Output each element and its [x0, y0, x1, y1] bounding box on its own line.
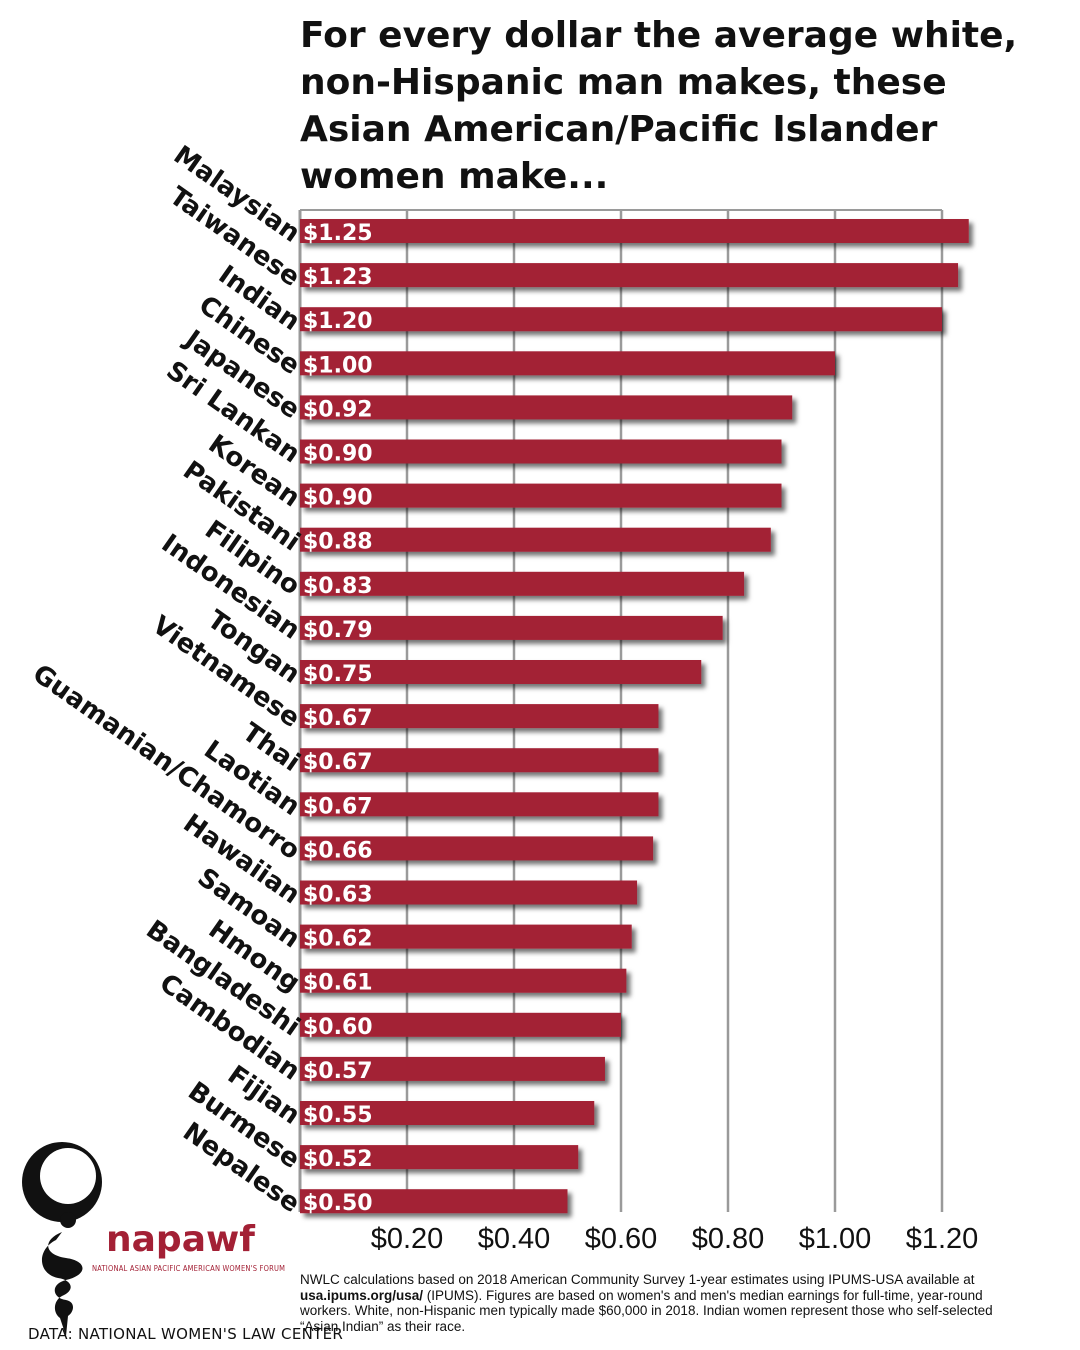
bar-value-label: $1.20 — [303, 309, 373, 334]
bar-value-label: $0.57 — [303, 1059, 373, 1084]
bar — [300, 968, 627, 993]
bar — [300, 1101, 595, 1125]
bar — [300, 660, 702, 684]
bar — [300, 483, 782, 508]
x-axis-ticks: $0.20 $0.40 $0.60 $0.80 $1.00 $1.20 — [371, 1223, 979, 1255]
x-tick-label: $1.00 — [799, 1223, 872, 1255]
bar-value-label: $0.55 — [303, 1103, 373, 1128]
source-note: NWLC calculations based on 2018 American… — [300, 1272, 1000, 1334]
bar — [300, 439, 782, 464]
bar-value-label: $0.66 — [303, 838, 373, 863]
bar — [300, 1189, 568, 1214]
bar-value-label: $0.92 — [303, 397, 373, 422]
bar-value-label: $0.52 — [303, 1147, 373, 1172]
bar — [300, 263, 959, 288]
bar — [300, 395, 793, 420]
bar-value-label: $1.00 — [303, 353, 373, 378]
bar-value-label: $0.60 — [303, 1015, 373, 1040]
bar — [300, 704, 659, 729]
bar-value-label: $0.83 — [303, 574, 373, 599]
bar-value-label: $0.50 — [303, 1191, 373, 1216]
source-note-text-1: NWLC calculations based on 2018 American… — [300, 1272, 975, 1287]
bar-value-label: $0.67 — [303, 706, 373, 731]
bar-value-label: $0.90 — [303, 486, 373, 511]
data-credit: DATA: NATIONAL WOMEN'S LAW CENTER — [28, 1325, 344, 1343]
bar — [300, 880, 638, 905]
category-labels: MalaysianTaiwaneseIndianChineseJapaneseS… — [27, 140, 305, 1219]
bar-value-label: $1.23 — [303, 265, 373, 290]
bar — [300, 615, 723, 640]
bar-value-label: $0.67 — [303, 750, 373, 775]
bar-value-label: $0.75 — [303, 662, 373, 687]
chart-title: For every dollar the average white, non-… — [300, 15, 1018, 197]
bar — [300, 219, 969, 243]
logo-wordmark: napawf — [106, 1219, 255, 1260]
bars: $1.25 $1.23 $1.20 $1.00 $0.92 $0.90 $0.90 $0.88… — [300, 219, 969, 1216]
bar — [300, 527, 771, 552]
x-tick-label: $0.60 — [585, 1223, 658, 1255]
x-tick-label: $0.40 — [478, 1223, 551, 1255]
bar-value-label: $0.61 — [303, 971, 373, 996]
bar — [300, 748, 659, 773]
bar — [300, 792, 659, 817]
bar-value-label: $0.79 — [303, 618, 373, 643]
bar-value-label: $0.88 — [303, 530, 373, 555]
bar — [300, 307, 942, 332]
bar-value-label: $0.67 — [303, 794, 373, 819]
bar-value-label: $1.25 — [303, 221, 373, 246]
bar — [300, 1056, 605, 1081]
bar — [300, 1145, 579, 1170]
bar — [300, 924, 632, 949]
x-tick-label: $0.80 — [692, 1223, 765, 1255]
source-link[interactable]: usa.ipums.org/usa/ — [300, 1287, 424, 1303]
bar-value-label: $0.63 — [303, 883, 373, 908]
source-note-text-2: (IPUMS). Figures are based on women's an… — [300, 1287, 993, 1334]
napawf-logo-icon — [22, 1142, 102, 1336]
bar-value-label: $0.62 — [303, 927, 373, 952]
logo-subtitle: NATIONAL ASIAN PACIFIC AMERICAN WOMEN'S … — [92, 1264, 286, 1273]
bar — [300, 571, 745, 596]
bar — [300, 836, 654, 861]
bar — [300, 351, 835, 376]
bar — [300, 1012, 621, 1037]
bar-value-label: $0.90 — [303, 442, 373, 467]
x-tick-label: $0.20 — [371, 1223, 444, 1255]
x-tick-label: $1.20 — [906, 1223, 979, 1255]
